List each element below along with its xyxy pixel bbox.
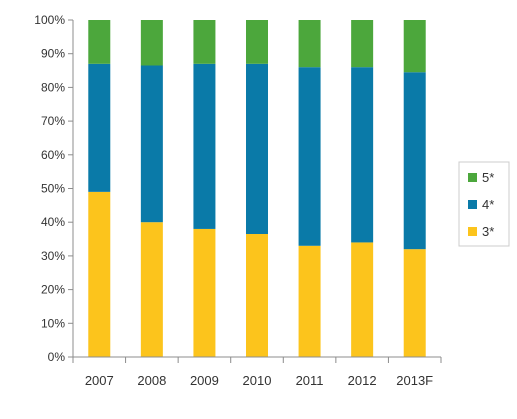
y-axis: 0% 10% 20% 30% 40% 50% 60% 70% 80% 90% 100% — [34, 13, 74, 364]
y-tick-label: 90% — [41, 47, 65, 61]
legend-box — [458, 161, 510, 247]
legend-swatch — [468, 200, 477, 209]
legend: 5* 4* 3* — [458, 161, 510, 247]
y-tick-label: 0% — [48, 350, 66, 364]
bar-segment — [88, 191, 111, 357]
legend-label: 5* — [482, 170, 494, 185]
bar-segment — [403, 72, 426, 250]
y-tick-label: 100% — [34, 13, 65, 27]
bar-segment — [140, 20, 163, 66]
bars — [88, 20, 426, 357]
bar-segment — [88, 20, 111, 64]
x-tick-label: 2012 — [348, 373, 377, 388]
x-tick-label: 2011 — [296, 373, 324, 388]
bar-segment — [246, 233, 268, 357]
y-tick-label: 70% — [41, 114, 65, 128]
x-tick-label: 2010 — [243, 373, 272, 388]
legend-label: 3* — [482, 224, 494, 239]
bar-segment — [193, 228, 216, 357]
y-tick-label: 40% — [41, 215, 65, 229]
bar-segment — [351, 242, 374, 357]
bar-segment — [246, 63, 268, 234]
bar-segment — [298, 20, 321, 68]
y-tick-label: 60% — [41, 148, 65, 162]
bar-segment — [140, 222, 163, 357]
bar-segment — [298, 67, 321, 246]
legend-swatch — [468, 227, 477, 236]
bar-segment — [140, 65, 163, 223]
bar-segment — [351, 67, 374, 243]
y-tick-label: 30% — [41, 249, 65, 263]
bar-segment — [351, 20, 374, 68]
x-tick-label: 2009 — [190, 373, 219, 388]
x-tick-label: 2013F — [396, 373, 433, 388]
y-tick-label: 20% — [41, 283, 65, 297]
bar-segment — [298, 245, 321, 357]
bar-segment — [88, 63, 111, 192]
legend-swatch — [468, 173, 477, 182]
x-axis: 2007 2008 2009 2010 2011 2012 2013F — [72, 356, 442, 388]
y-tick-label: 50% — [41, 182, 65, 196]
legend-label: 4* — [482, 197, 494, 212]
x-tick-label: 2008 — [137, 373, 166, 388]
y-tick-label: 80% — [41, 80, 65, 94]
bar-segment — [246, 20, 268, 64]
bar-segment — [403, 20, 426, 73]
bar-segment — [403, 249, 426, 357]
bar-segment — [193, 20, 216, 64]
bar-segment — [193, 63, 216, 229]
x-tick-label: 2007 — [85, 373, 114, 388]
y-tick-label: 10% — [41, 316, 65, 330]
